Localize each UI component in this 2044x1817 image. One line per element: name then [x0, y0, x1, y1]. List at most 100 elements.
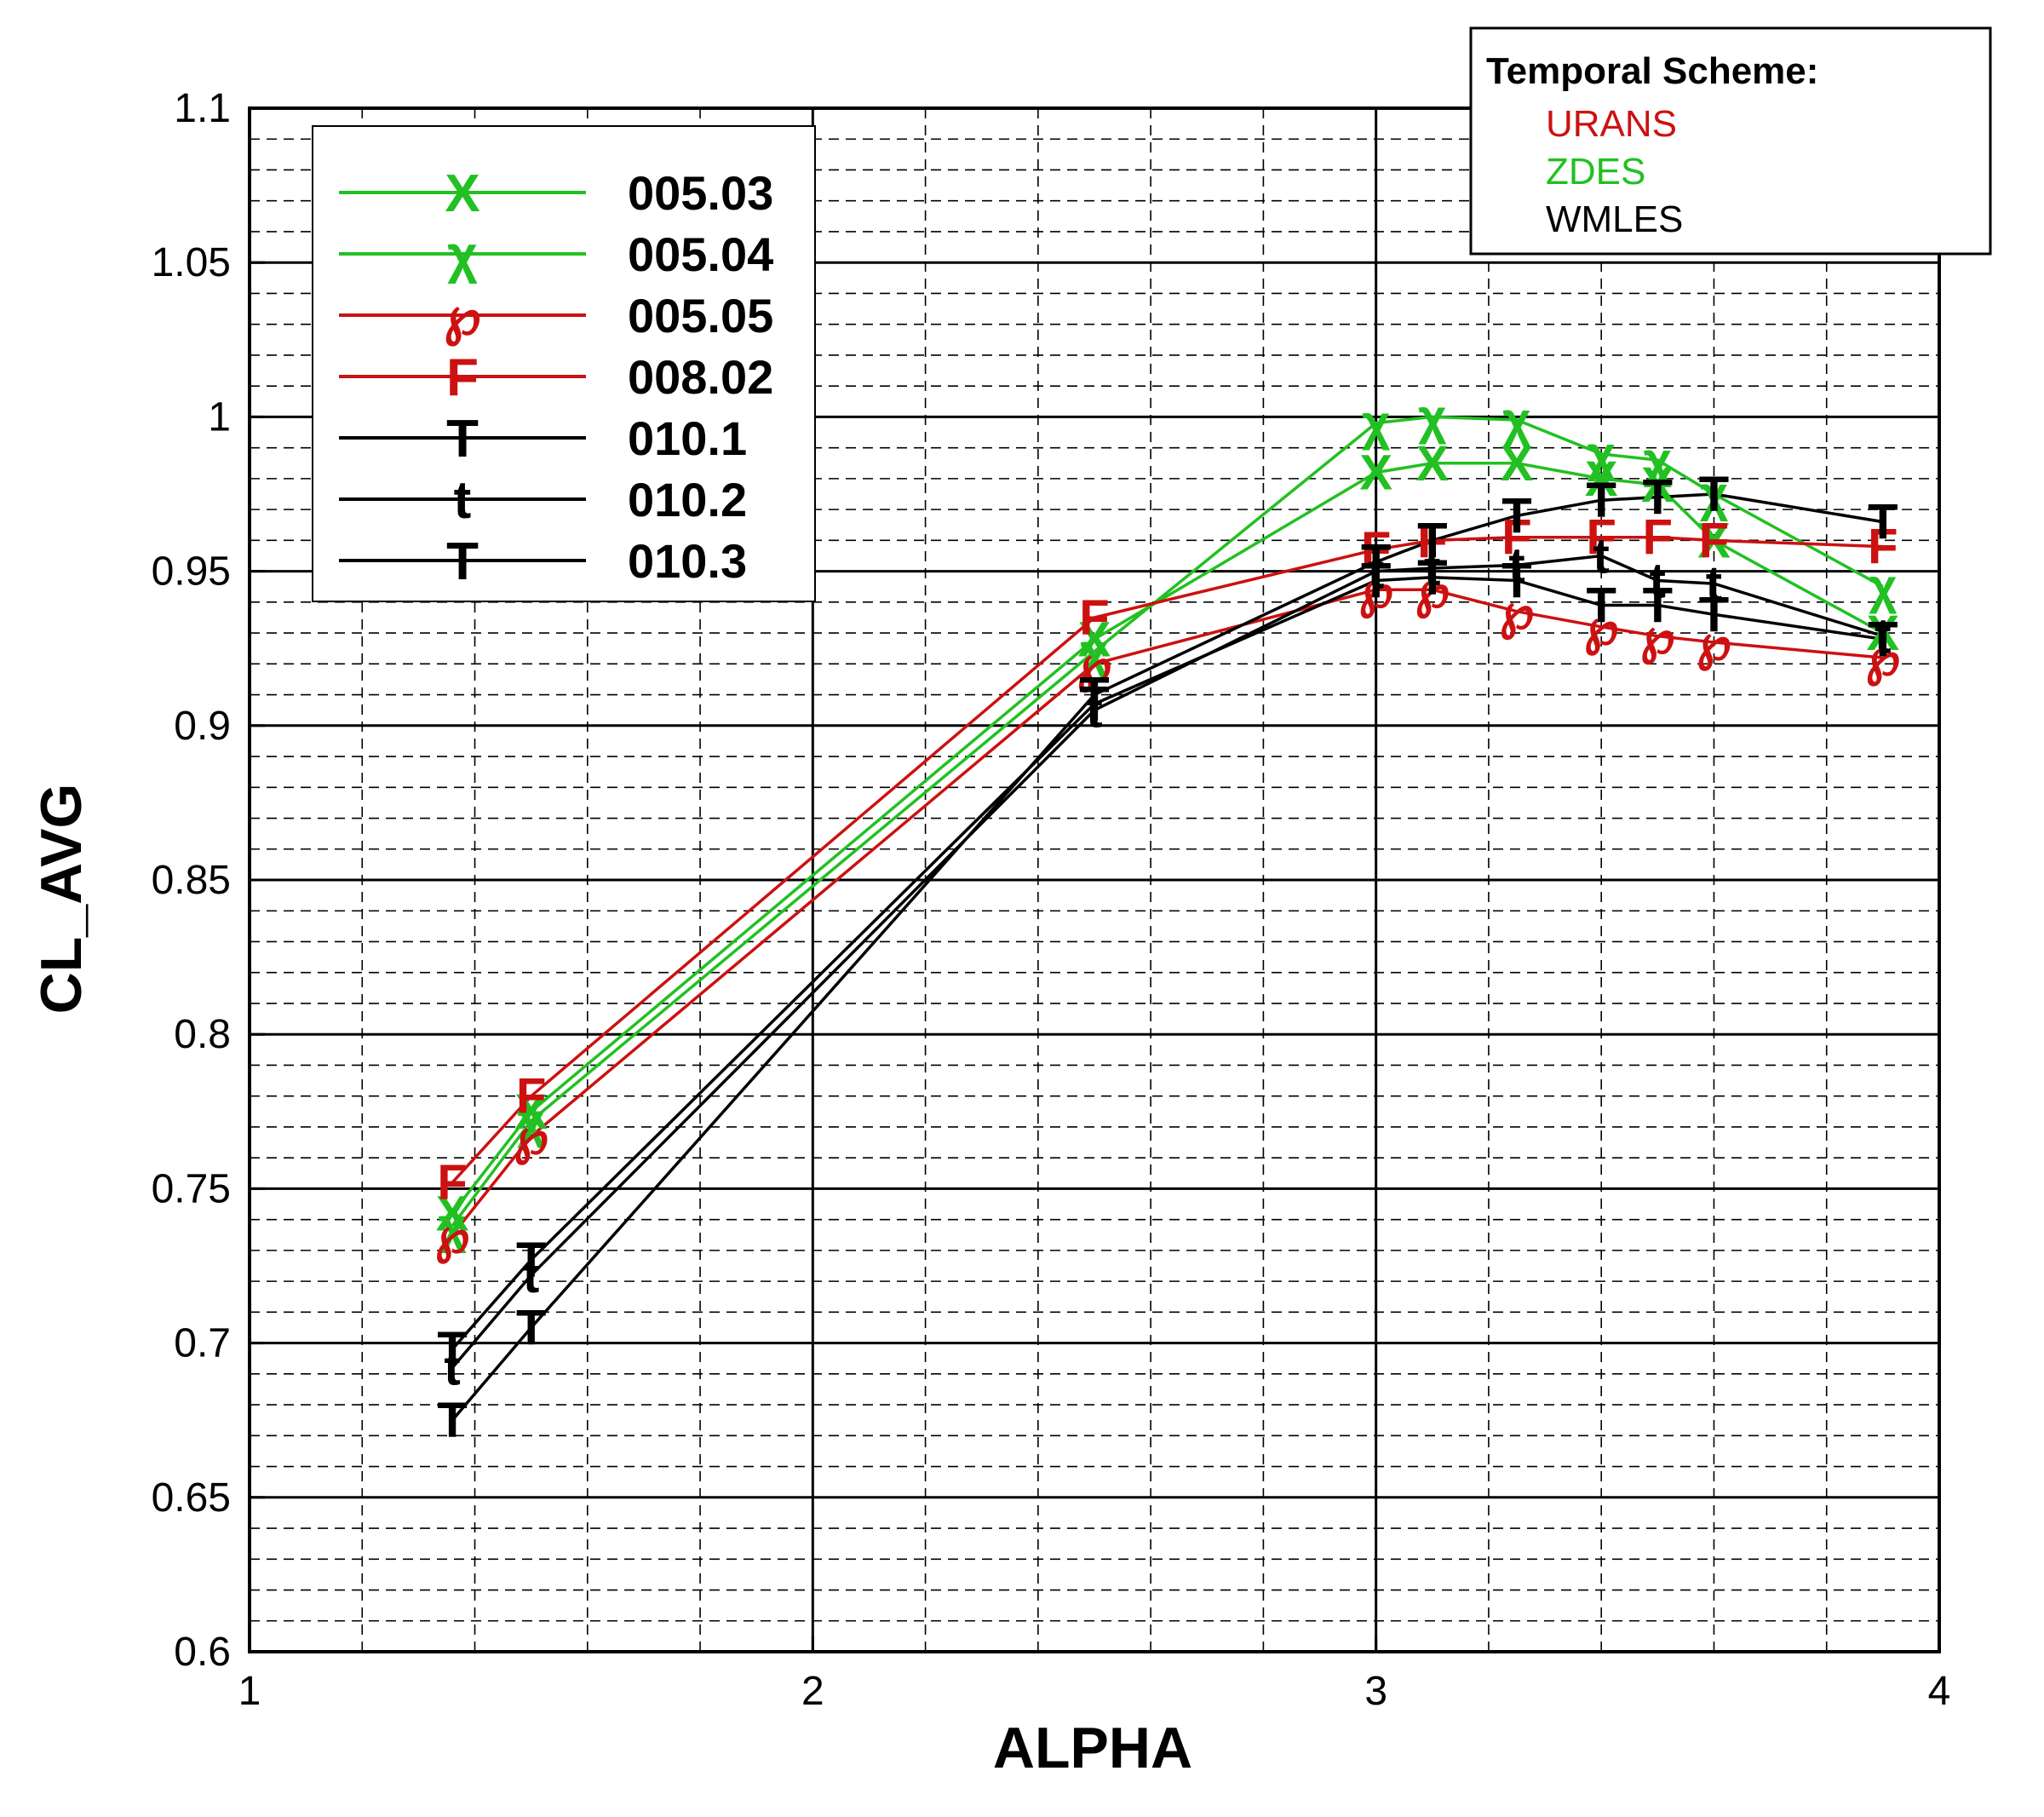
- series-line-005.05: [451, 588, 1884, 1236]
- data-point-005.04: χ: [1869, 560, 1898, 615]
- data-point-008.02: F: [1868, 520, 1898, 575]
- data-point-010.2: t: [444, 1341, 460, 1396]
- data-point-005.05: ℘: [1866, 630, 1900, 687]
- data-point-010.2: t: [1368, 544, 1384, 600]
- legend-label: 010.3: [628, 534, 747, 588]
- legend-marker: t: [454, 471, 472, 530]
- data-point-010.2: t: [1650, 553, 1666, 608]
- legend-label: 008.02: [628, 350, 773, 404]
- data-point-005.05: ℘: [1697, 615, 1731, 671]
- data-point-010.2: t: [1875, 609, 1891, 664]
- scheme-item-wmles: WMLES: [1546, 198, 1683, 240]
- y-tick-label: 0.9: [174, 704, 231, 749]
- data-point-010.1: T: [1699, 467, 1729, 522]
- legend-marker: χ: [447, 226, 478, 285]
- y-tick-label: 0.8: [174, 1012, 231, 1057]
- data-point-005.03: X: [1415, 436, 1449, 492]
- series-line-010.3: [451, 576, 1884, 1350]
- data-point-005.05: ℘: [1500, 584, 1534, 641]
- series-line-010.2: [451, 554, 1884, 1369]
- scheme-item-zdes: ZDES: [1546, 151, 1645, 193]
- data-point-010.3: T: [1699, 587, 1729, 642]
- legend-label: 010.1: [628, 411, 747, 465]
- data-point-005.03: X: [514, 1084, 548, 1140]
- data-point-010.2: t: [1706, 556, 1722, 612]
- y-tick-label: 1.05: [152, 240, 231, 285]
- data-point-005.04: χ: [1080, 624, 1109, 680]
- y-tick-label: 0.85: [152, 858, 231, 903]
- data-point-010.3: T: [1079, 676, 1109, 732]
- data-point-005.04: χ: [1588, 427, 1616, 482]
- x-tick-label: 4: [1928, 1669, 1951, 1714]
- data-point-008.02: F: [1586, 510, 1616, 566]
- data-point-005.04: χ: [1418, 389, 1447, 445]
- data-point-005.03: X: [1641, 457, 1674, 513]
- data-point-005.04: χ: [1644, 433, 1673, 488]
- data-point-010.1: T: [1586, 473, 1616, 528]
- y-axis-title: CL_AVG: [29, 784, 94, 1015]
- temporal-scheme-legend: Temporal Scheme: URANS ZDES WMLES: [1469, 26, 1992, 256]
- data-point-008.02: F: [1501, 510, 1531, 566]
- data-point-010.2: t: [1086, 683, 1102, 739]
- data-point-005.05: ℘: [435, 1208, 469, 1264]
- data-point-010.1: T: [1361, 535, 1391, 590]
- series-legend-box: [312, 125, 816, 602]
- legend-marker: ℘: [444, 287, 480, 347]
- data-point-010.3: T: [437, 1322, 467, 1377]
- data-point-010.3: T: [1501, 553, 1531, 608]
- data-point-005.04: χ: [1502, 393, 1531, 448]
- data-point-005.05: ℘: [1640, 609, 1674, 665]
- data-point-010.2: t: [1424, 541, 1440, 596]
- data-point-010.1: T: [1501, 488, 1531, 543]
- data-point-005.05: ℘: [1415, 562, 1450, 618]
- data-point-008.02: F: [437, 1155, 467, 1210]
- legend-marker: T: [446, 532, 479, 591]
- data-point-010.1: T: [1868, 495, 1898, 550]
- data-point-010.2: t: [1593, 528, 1610, 584]
- data-point-008.02: F: [1643, 510, 1673, 566]
- x-axis-title: ALPHA: [993, 1716, 1192, 1780]
- legend-marker: X: [445, 164, 479, 223]
- series-line-005.03: [451, 462, 1884, 1215]
- data-point-010.1: T: [1643, 470, 1673, 526]
- y-tick-label: 1: [208, 394, 231, 440]
- data-point-005.05: ℘: [1358, 562, 1392, 618]
- legend-marker: F: [446, 348, 479, 407]
- data-point-008.02: F: [516, 1069, 546, 1124]
- legend-label: 005.03: [628, 166, 773, 220]
- series-legend: X 005.03 χ 005.04 ℘ 005.05 F 008.02 T 010.1 t 010.2…: [312, 125, 816, 602]
- y-tick-label: 1.1: [174, 86, 231, 131]
- axis-ticks: 0.6 0.65 0.7 0.75 0.8 0.85 0.9 0.95 1 1.05 1.1 1 2 3 4: [152, 86, 1951, 1714]
- y-tick-label: 0.75: [152, 1166, 231, 1211]
- data-point-010.2: t: [1508, 538, 1524, 593]
- x-tick-label: 1: [238, 1669, 261, 1714]
- data-point-010.3: T: [1417, 550, 1447, 606]
- data-point-010.1: T: [437, 1393, 467, 1448]
- y-tick-label: 0.65: [152, 1475, 231, 1521]
- data-point-005.03: X: [436, 1186, 469, 1241]
- data-point-008.02: F: [1079, 590, 1109, 646]
- data-point-010.1: T: [1417, 513, 1447, 568]
- data-point-008.02: F: [1417, 513, 1447, 568]
- data-point-010.2: t: [523, 1248, 539, 1303]
- y-tick-label: 0.6: [174, 1630, 231, 1675]
- legend-label: 005.05: [628, 289, 773, 342]
- data-point-005.05: ℘: [514, 1109, 548, 1165]
- legend-label: 005.04: [628, 227, 773, 281]
- data-point-005.05: ℘: [1584, 600, 1618, 656]
- series-line-008.02: [451, 535, 1883, 1184]
- x-tick-label: 2: [801, 1669, 824, 1714]
- data-point-010.1: T: [1079, 668, 1109, 723]
- data-point-005.04: χ: [1362, 396, 1391, 451]
- data-point-008.02: F: [1361, 522, 1391, 578]
- data-point-010.1: T: [516, 1300, 546, 1355]
- data-point-005.03: X: [1697, 513, 1731, 568]
- data-point-010.3: T: [1643, 578, 1673, 633]
- data-point-005.04: χ: [1700, 467, 1729, 522]
- data-point-010.3: T: [1361, 553, 1391, 608]
- series-line-010.1: [451, 492, 1884, 1422]
- legend-marker: T: [446, 410, 479, 469]
- data-point-005.03: X: [1501, 436, 1534, 492]
